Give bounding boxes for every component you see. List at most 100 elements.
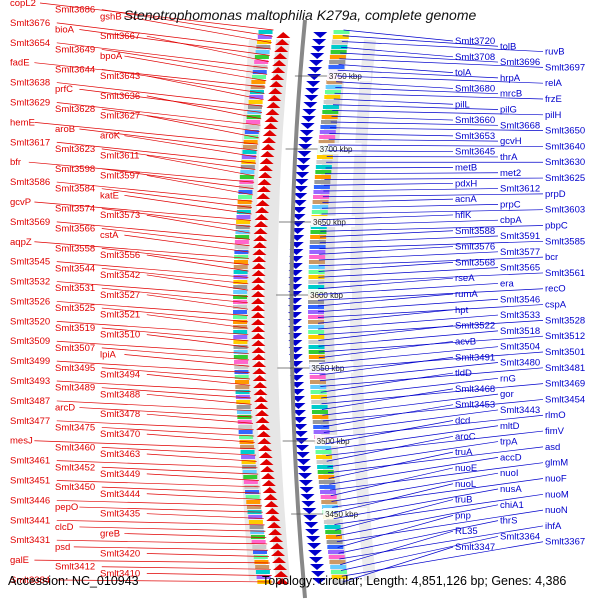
reverse-gene-label[interactable]: Smlt3629 — [10, 97, 50, 108]
reverse-gene-label[interactable]: Smlt3470 — [100, 429, 140, 440]
forward-gene-label[interactable]: recO — [545, 284, 566, 295]
forward-gene-label[interactable]: Smlt3561 — [545, 268, 585, 279]
forward-gene-label[interactable]: nusA — [500, 484, 522, 495]
forward-gene-label[interactable]: relA — [545, 78, 563, 89]
reverse-gene-label[interactable]: Smlt3542 — [100, 270, 140, 281]
reverse-gene-label[interactable]: Smlt3586 — [10, 177, 50, 188]
reverse-gene-label[interactable]: katE — [100, 190, 119, 201]
reverse-gene-label[interactable]: Smlt3597 — [100, 170, 140, 181]
forward-gene-label[interactable]: frzE — [545, 94, 562, 105]
forward-gene-label[interactable]: Smlt3568 — [455, 257, 495, 268]
forward-gene-label[interactable]: cspA — [545, 300, 567, 311]
reverse-gene-label[interactable]: Smlt3475 — [55, 422, 95, 433]
reverse-gene-label[interactable]: Smlt3643 — [100, 71, 140, 82]
reverse-gene-label[interactable]: Smlt3420 — [100, 548, 140, 559]
forward-gene-label[interactable]: era — [500, 278, 514, 289]
reverse-gene-label[interactable]: clcD — [55, 522, 74, 533]
reverse-gene-label[interactable]: aroB — [55, 124, 75, 135]
reverse-gene-label[interactable]: Smlt3499 — [10, 356, 50, 367]
forward-gene-label[interactable]: aroC — [455, 431, 476, 442]
reverse-gene-label[interactable]: Smlt3532 — [10, 277, 50, 288]
forward-gene-label[interactable]: pdxH — [455, 178, 477, 189]
forward-gene-label[interactable]: trpA — [500, 437, 518, 448]
reverse-gene-label[interactable]: Smlt3450 — [55, 482, 95, 493]
forward-gene-label[interactable]: Smlt3469 — [545, 379, 585, 390]
forward-gene-label[interactable]: met2 — [500, 168, 521, 179]
reverse-gene-label[interactable]: aqpZ — [10, 237, 32, 248]
forward-gene-label[interactable]: Smlt3518 — [500, 326, 540, 337]
reverse-gene-label[interactable]: Smlt3449 — [100, 469, 140, 480]
forward-gene-label[interactable]: Smlt3522 — [455, 321, 495, 332]
reverse-gene-label[interactable]: Smlt3519 — [55, 323, 95, 334]
reverse-gene-label[interactable]: Smlt3623 — [55, 144, 95, 155]
reverse-gene-label[interactable]: Smlt3617 — [10, 137, 50, 148]
forward-gene-label[interactable]: Smlt3565 — [500, 263, 540, 274]
reverse-gene-label[interactable]: Smlt3477 — [10, 416, 50, 427]
reverse-gene-label[interactable]: Smlt3510 — [100, 330, 140, 341]
reverse-gene-label[interactable]: Smlt3493 — [10, 376, 50, 387]
forward-gene-label[interactable]: Smlt3650 — [545, 126, 585, 137]
forward-gene-label[interactable]: Smlt3625 — [545, 173, 585, 184]
forward-gene-label[interactable]: pnp — [455, 510, 471, 521]
reverse-gene-label[interactable]: psd — [55, 542, 70, 553]
reverse-gene-label[interactable]: arcD — [55, 403, 75, 414]
forward-gene-label[interactable]: ihfA — [545, 521, 562, 532]
reverse-gene-label[interactable]: fadE — [10, 58, 30, 69]
reverse-gene-label[interactable]: Smlt3676 — [10, 18, 50, 29]
forward-gene-label[interactable]: metB — [455, 163, 477, 174]
reverse-gene-label[interactable]: gcvP — [10, 197, 31, 208]
reverse-gene-label[interactable]: Smlt3574 — [55, 204, 95, 215]
forward-gene-label[interactable]: hpt — [455, 305, 469, 316]
forward-gene-label[interactable]: hrpA — [500, 73, 521, 84]
forward-gene-label[interactable]: Smlt3364 — [500, 531, 540, 542]
forward-gene-label[interactable]: rlmO — [545, 410, 566, 421]
forward-gene-label[interactable]: asd — [545, 442, 560, 453]
reverse-gene-label[interactable]: Smlt3431 — [10, 535, 50, 546]
reverse-gene-label[interactable]: hemE — [10, 117, 35, 128]
forward-gene-label[interactable]: Smlt3612 — [500, 184, 540, 195]
reverse-gene-label[interactable]: Smlt3444 — [100, 489, 140, 500]
reverse-gene-label[interactable]: Smlt3488 — [100, 389, 140, 400]
reverse-gene-label[interactable]: Smlt3446 — [10, 495, 50, 506]
reverse-gene-label[interactable]: aroK — [100, 131, 121, 142]
forward-gene-label[interactable]: Smlt3603 — [545, 205, 585, 216]
reverse-gene-label[interactable]: Smlt3494 — [100, 369, 140, 380]
reverse-gene-label[interactable]: Smlt3584 — [55, 184, 95, 195]
reverse-gene-label[interactable]: mesJ — [10, 436, 33, 447]
reverse-gene-label[interactable]: Smlt3627 — [100, 111, 140, 122]
forward-gene-label[interactable]: mrcB — [500, 89, 522, 100]
forward-gene-label[interactable]: RL35 — [455, 526, 478, 537]
reverse-gene-label[interactable]: Smlt3527 — [100, 290, 140, 301]
forward-gene-label[interactable]: Smlt3577 — [500, 247, 540, 258]
forward-gene-label[interactable]: ruvB — [545, 47, 565, 58]
forward-gene-label[interactable]: gor — [500, 389, 514, 400]
forward-gene-label[interactable]: prpC — [500, 199, 521, 210]
reverse-gene-label[interactable]: Smlt3531 — [55, 283, 95, 294]
forward-gene-label[interactable]: nuoN — [545, 505, 568, 516]
forward-gene-label[interactable]: acnA — [455, 194, 477, 205]
reverse-gene-label[interactable]: Smlt3525 — [55, 303, 95, 314]
reverse-gene-label[interactable]: Smlt3487 — [10, 396, 50, 407]
forward-gene-label[interactable]: Smlt3660 — [455, 115, 495, 126]
reverse-gene-label[interactable]: galE — [10, 555, 29, 566]
reverse-gene-label[interactable]: Smlt3521 — [100, 310, 140, 321]
forward-gene-label[interactable]: nuoE — [455, 463, 477, 474]
forward-gene-label[interactable]: Smlt3591 — [500, 231, 540, 242]
forward-gene-label[interactable]: Smlt3645 — [455, 147, 495, 158]
forward-gene-label[interactable]: Smlt3533 — [500, 310, 540, 321]
reverse-gene-label[interactable]: Smlt3667 — [100, 31, 140, 42]
forward-gene-label[interactable]: truA — [455, 447, 473, 458]
forward-gene-label[interactable]: Smlt3697 — [545, 62, 585, 73]
forward-gene-label[interactable]: Smlt3720 — [455, 36, 495, 47]
reverse-gene-label[interactable]: Smlt3478 — [100, 409, 140, 420]
forward-gene-label[interactable]: Smlt3630 — [545, 157, 585, 168]
reverse-gene-label[interactable]: Smlt3556 — [100, 250, 140, 261]
reverse-gene-label[interactable]: Smlt3495 — [55, 363, 95, 374]
forward-gene-label[interactable]: Smlt3454 — [545, 394, 585, 405]
forward-gene-label[interactable]: Smlt3480 — [500, 358, 540, 369]
reverse-gene-label[interactable]: bpoA — [100, 51, 123, 62]
reverse-gene-label[interactable]: Smlt3435 — [100, 509, 140, 520]
forward-gene-label[interactable]: Smlt3576 — [455, 242, 495, 253]
reverse-gene-label[interactable]: Smlt3451 — [10, 476, 50, 487]
forward-gene-label[interactable]: rumA — [455, 289, 478, 300]
